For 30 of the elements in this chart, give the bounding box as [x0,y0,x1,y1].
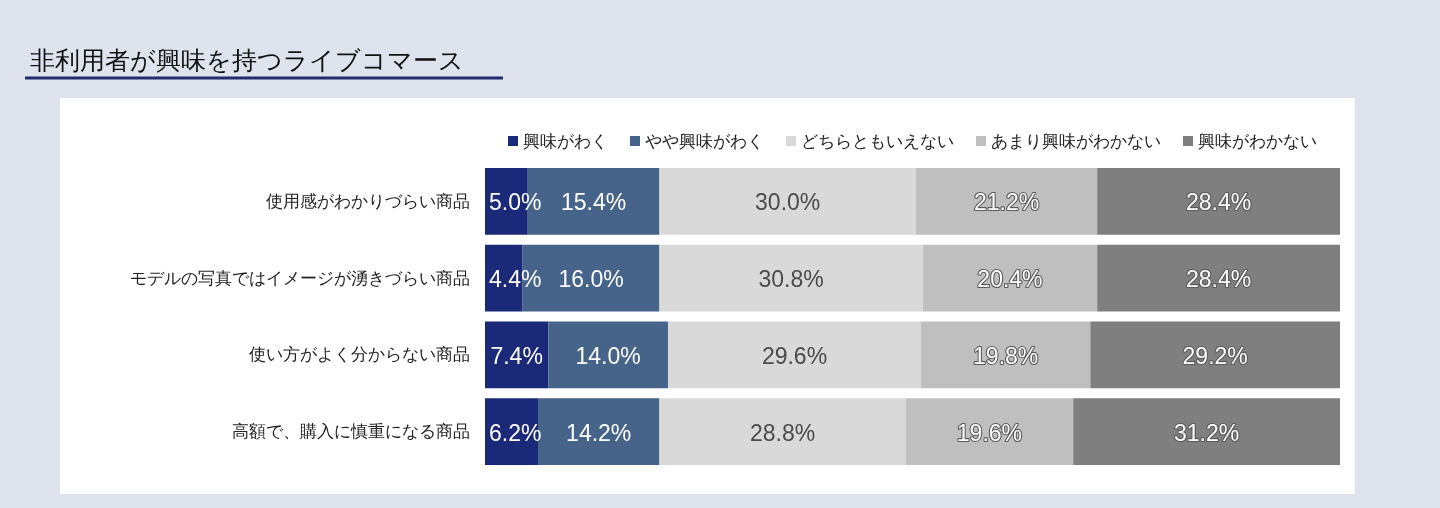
legend-label: やや興味がわく [645,131,764,151]
value-label: 20.4% [977,266,1043,293]
value-label: 28.4% [1186,266,1252,293]
value-label: 4.4% [489,266,542,293]
value-label: 14.2% [566,419,632,446]
value-label: 21.2% [973,189,1040,216]
value-label: 19.8% [973,342,1039,369]
value-label: 14.0% [575,342,641,369]
value-label: 19.6% [956,419,1023,446]
value-label: 16.0% [558,266,624,293]
value-label: 30.0% [755,189,821,216]
value-label: 7.4% [490,342,543,369]
value-label: 15.4% [561,189,627,216]
value-label: 28.8% [749,419,816,446]
legend-label: あまり興味がわかない [991,131,1161,151]
value-label: 29.2% [1182,342,1248,369]
title: 非利用者が興味を持つライブコマース [30,46,464,74]
category-label: 使用感がわかりづらい商品 [266,191,470,211]
legend-label: 興味がわく [523,131,608,151]
value-label: 30.8% [758,266,824,293]
category-label: 高額で、購入に慎重になる商品 [232,422,470,442]
value-label: 5.0% [489,189,542,216]
value-label: 6.2% [489,419,542,446]
legend-label: 興味がわかない [1198,131,1317,151]
category-label: モデルの写真ではイメージが湧きづらい商品 [130,268,470,288]
category-label: 使い方がよく分からない商品 [249,345,470,365]
legend-label: どちらともいえない [801,131,954,151]
value-label: 28.4% [1186,189,1252,216]
value-label: 29.6% [761,342,828,369]
value-label: 31.2% [1174,419,1240,446]
